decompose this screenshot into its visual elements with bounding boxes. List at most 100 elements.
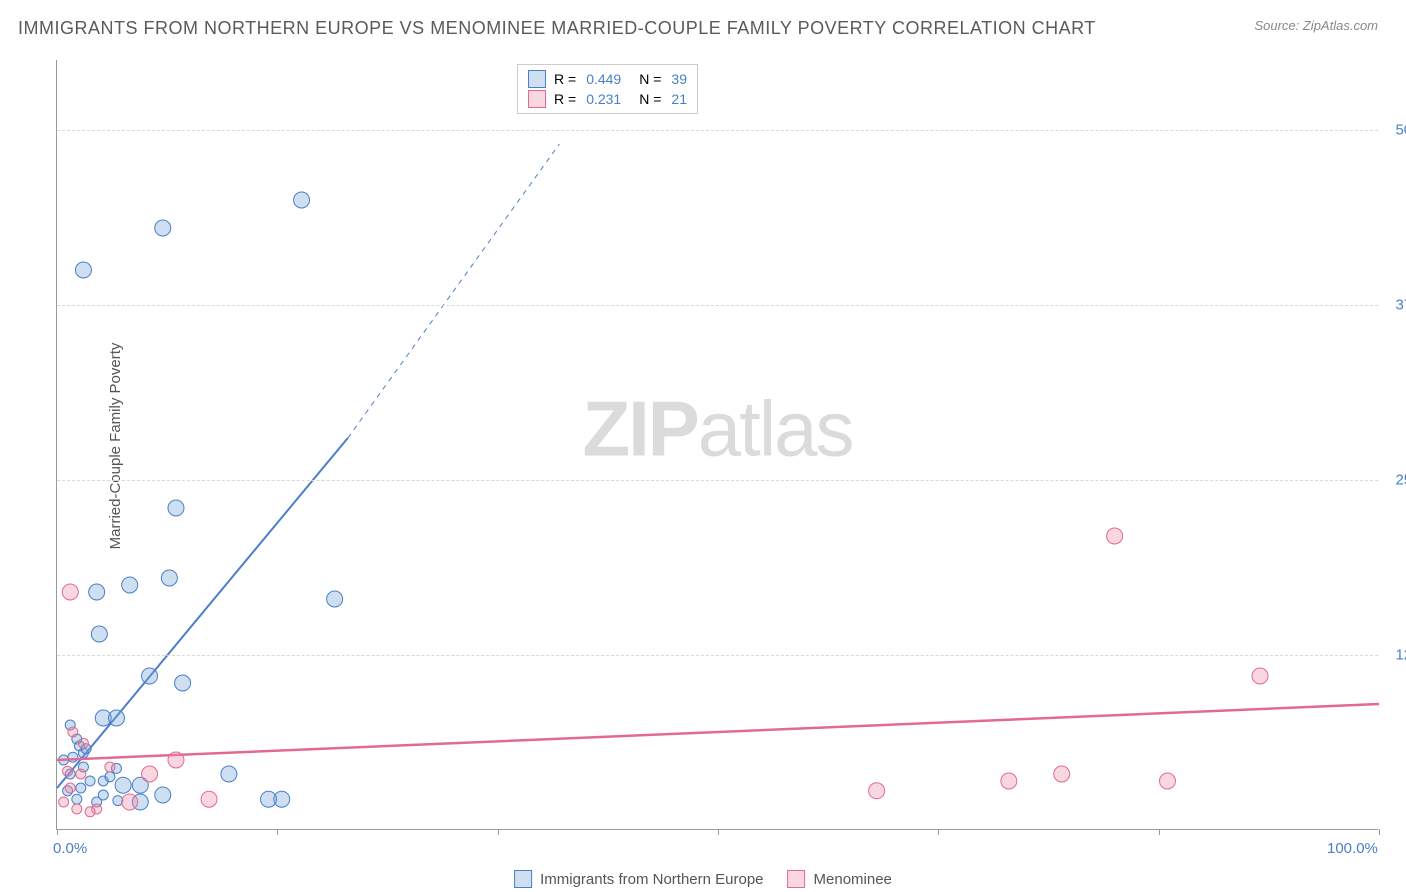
data-point (122, 577, 138, 593)
y-tick-label: 25.0% (1383, 472, 1406, 489)
data-point (142, 668, 158, 684)
r-value: 0.231 (586, 91, 621, 107)
legend-item: Immigrants from Northern Europe (514, 870, 763, 888)
chart-title: IMMIGRANTS FROM NORTHERN EUROPE VS MENOM… (18, 18, 1096, 39)
data-point (122, 794, 138, 810)
data-point (72, 734, 82, 744)
data-point (168, 752, 184, 768)
data-point (294, 192, 310, 208)
r-label: R = (554, 71, 576, 87)
data-point (155, 787, 171, 803)
trend-line-dashed (348, 144, 560, 438)
data-point (201, 791, 217, 807)
source-attribution: Source: ZipAtlas.com (1254, 18, 1378, 33)
data-point (68, 752, 78, 762)
data-point (108, 710, 124, 726)
legend-label: Immigrants from Northern Europe (540, 871, 763, 888)
data-point (62, 584, 78, 600)
x-tick-label: 0.0% (53, 840, 87, 857)
gridline (57, 480, 1378, 481)
x-tick (1159, 829, 1160, 835)
data-point (76, 769, 86, 779)
data-point (81, 744, 91, 754)
legend-swatch (514, 870, 532, 888)
data-point (155, 220, 171, 236)
data-point (161, 570, 177, 586)
data-point (115, 777, 131, 793)
legend-swatch (528, 70, 546, 88)
n-label: N = (639, 71, 661, 87)
data-point (89, 584, 105, 600)
data-point (75, 262, 91, 278)
x-tick (938, 829, 939, 835)
data-point (142, 766, 158, 782)
x-tick-label: 100.0% (1327, 840, 1378, 857)
trend-line (57, 704, 1379, 760)
data-point (1107, 528, 1123, 544)
trend-line (57, 438, 348, 788)
legend-item: Menominee (788, 870, 892, 888)
data-point (113, 796, 123, 806)
data-point (59, 797, 69, 807)
data-point (132, 777, 148, 793)
x-tick (277, 829, 278, 835)
r-label: R = (554, 91, 576, 107)
gridline (57, 655, 1378, 656)
data-point (111, 763, 121, 773)
data-point (105, 762, 115, 772)
data-point (869, 783, 885, 799)
legend-label: Menominee (814, 871, 892, 888)
y-tick-label: 37.5% (1383, 297, 1406, 314)
data-point (132, 794, 148, 810)
data-point (1252, 668, 1268, 684)
data-point (85, 807, 95, 817)
n-value: 39 (671, 71, 687, 87)
data-point (221, 766, 237, 782)
data-point (78, 762, 88, 772)
watermark-light: atlas (698, 385, 853, 473)
data-point (274, 791, 290, 807)
data-point (91, 626, 107, 642)
data-point (78, 748, 88, 758)
data-point (98, 790, 108, 800)
data-point (63, 766, 73, 776)
legend-swatch (528, 90, 546, 108)
data-point (1054, 766, 1070, 782)
gridline (57, 305, 1378, 306)
data-point (92, 804, 102, 814)
watermark-bold: ZIP (582, 385, 697, 473)
data-point (95, 710, 111, 726)
data-point (78, 738, 88, 748)
gridline (57, 130, 1378, 131)
legend-stat-row: R = 0.449 N = 39 (528, 69, 687, 89)
scatter-svg (57, 60, 1379, 830)
data-point (327, 591, 343, 607)
legend-swatch (788, 870, 806, 888)
watermark: ZIPatlas (582, 384, 852, 475)
data-point (68, 727, 78, 737)
plot-area: ZIPatlas R =0.449N =39R =0.231N =21 12.5… (56, 60, 1378, 830)
r-value: 0.449 (586, 71, 621, 87)
data-point (65, 783, 75, 793)
legend-stat-row: R = 0.231 N = 21 (528, 89, 687, 109)
data-point (92, 797, 102, 807)
data-point (261, 791, 277, 807)
legend-series: Immigrants from Northern Europe Menominee (514, 870, 892, 888)
x-tick (1379, 829, 1380, 835)
data-point (85, 776, 95, 786)
data-point (168, 500, 184, 516)
n-value: 21 (671, 91, 687, 107)
data-point (105, 772, 115, 782)
data-point (1159, 773, 1175, 789)
n-label: N = (639, 91, 661, 107)
data-point (1001, 773, 1017, 789)
data-point (98, 776, 108, 786)
y-tick-label: 50.0% (1383, 122, 1406, 139)
y-tick-label: 12.5% (1383, 647, 1406, 664)
x-tick (718, 829, 719, 835)
x-tick (57, 829, 58, 835)
data-point (63, 786, 73, 796)
correlation-chart: IMMIGRANTS FROM NORTHERN EUROPE VS MENOM… (0, 0, 1406, 892)
data-point (65, 769, 75, 779)
data-point (74, 741, 84, 751)
